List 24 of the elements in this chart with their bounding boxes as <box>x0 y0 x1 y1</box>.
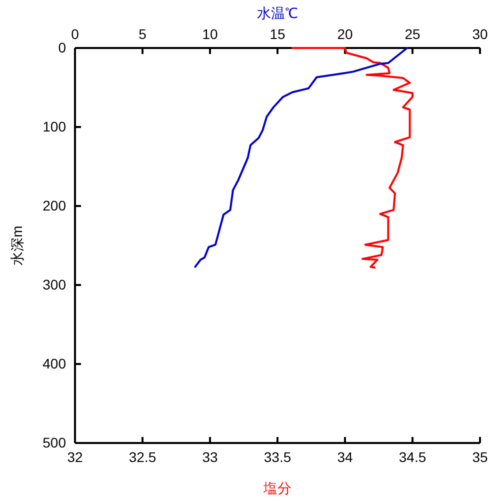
x-tick-label: 34.5 <box>398 448 426 465</box>
y-tick-label: 100 <box>42 118 66 134</box>
x-tick-label: 32 <box>67 448 83 465</box>
y-tick-label: 400 <box>42 355 66 372</box>
x2-tick-label: 20 <box>337 26 353 42</box>
x2-tick-label: 25 <box>404 26 420 42</box>
x2-tick-label: 30 <box>472 26 488 42</box>
x-tick-label: 33.5 <box>264 448 292 465</box>
y-tick-label: 300 <box>42 276 66 292</box>
x2-tick-label: 10 <box>202 26 218 42</box>
y-axis-title: 水深m <box>9 226 25 266</box>
y-tick-label: 0 <box>58 39 66 56</box>
x2-tick-label: 0 <box>71 26 80 42</box>
x-tick-label: 34 <box>337 448 353 465</box>
x-axis-title: 塩分 <box>262 480 292 496</box>
x2-tick-label: 5 <box>138 26 147 42</box>
x-tick-label: 35 <box>472 448 488 465</box>
x2-axis-title: 水温℃ <box>257 5 298 21</box>
y-tick-label: 500 <box>42 434 66 450</box>
x-tick-label: 33 <box>202 448 218 465</box>
line-series <box>291 47 414 269</box>
x-tick-label: 32.5 <box>128 448 156 465</box>
y-tick-label: 200 <box>42 197 66 214</box>
x2-tick-label: 15 <box>270 26 286 42</box>
